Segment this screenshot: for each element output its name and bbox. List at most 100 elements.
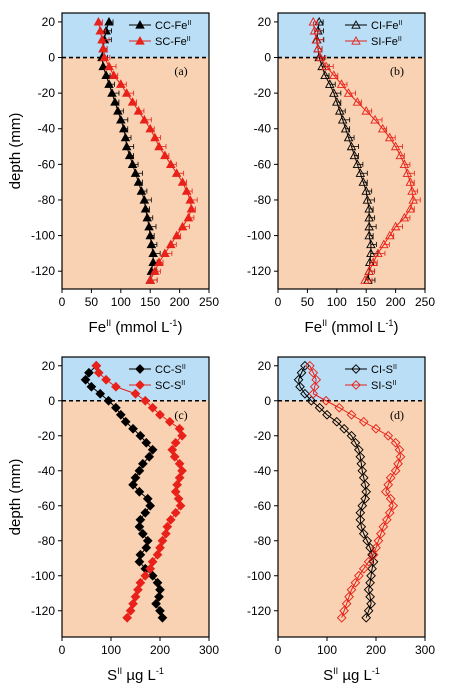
x-tick-label: 200: [150, 643, 170, 657]
data-point: [324, 79, 335, 88]
data-point: [133, 177, 144, 186]
data-point: [360, 275, 370, 284]
data-point: [171, 168, 182, 177]
data-point: [175, 500, 186, 511]
data-point: [402, 168, 413, 177]
y-tick-label: -80: [38, 534, 56, 548]
legend-label: CC-FeII: [155, 20, 191, 32]
legend-label-sup: II: [181, 380, 185, 387]
x-axis-label-sup: II: [322, 318, 327, 328]
data-point: [133, 106, 144, 115]
x-tick-label: 0: [59, 295, 66, 309]
data-point: [383, 430, 394, 441]
data-point: [135, 430, 146, 441]
data-point: [364, 230, 374, 240]
data-point: [305, 360, 315, 371]
data-point: [346, 584, 357, 595]
data-point: [140, 203, 151, 213]
data-point: [141, 542, 152, 553]
legend-label-main: CC-Fe: [155, 20, 187, 32]
x-tick-label: 100: [101, 643, 121, 657]
data-point: [174, 458, 185, 469]
data-point: [339, 423, 349, 434]
data-point: [364, 212, 374, 222]
data-point: [84, 367, 94, 378]
x-tick-label: 0: [275, 295, 282, 309]
data-point: [113, 106, 123, 115]
data-point: [352, 97, 363, 106]
data-point: [300, 388, 310, 399]
x-axis-label-part: µg L: [338, 667, 372, 684]
y-tick-label: -120: [247, 604, 271, 618]
data-point: [358, 177, 369, 186]
data-point: [364, 203, 374, 213]
data-point: [340, 123, 351, 133]
data-point: [124, 150, 135, 160]
x-axis-label-sup: -1: [385, 318, 393, 328]
data-point: [146, 239, 157, 249]
data-point: [151, 598, 161, 609]
data-point: [331, 416, 342, 427]
data-point: [174, 423, 185, 434]
x-axis-label-part: Fe: [89, 319, 107, 336]
legend-marker: [351, 364, 361, 374]
x-axis-label-sup: II: [117, 666, 122, 676]
data-point: [152, 577, 163, 588]
x-tick-label: 250: [415, 295, 435, 309]
data-point: [346, 409, 357, 420]
x-axis-label-part: S: [107, 667, 117, 684]
data-point: [355, 507, 366, 518]
data-point: [166, 239, 176, 249]
data-point: [341, 598, 352, 609]
x-axis-label: FeII (mmol L-1): [305, 318, 399, 336]
data-point: [148, 248, 158, 258]
data-point: [144, 221, 154, 231]
panel-1: 0 50 100 150 200 250200-20-40-60-80-100-120Fe…: [247, 12, 435, 336]
data-point: [169, 451, 180, 462]
plot-frame: [61, 356, 210, 638]
legend-marker: [351, 20, 361, 29]
data-point: [381, 514, 392, 525]
x-tick-label: 150: [356, 295, 376, 309]
series-0: [293, 360, 379, 623]
data-point: [379, 239, 389, 249]
data-point: [154, 591, 164, 602]
data-point: [329, 70, 339, 79]
data-point: [134, 465, 145, 476]
y-tick-label: -80: [38, 193, 56, 207]
data-point: [390, 141, 401, 151]
data-point: [320, 70, 330, 79]
legend-label-sup: II: [393, 364, 397, 371]
data-point: [145, 123, 155, 133]
y-tick-label: 0: [264, 51, 271, 65]
data-point: [107, 88, 117, 97]
data-point: [329, 88, 339, 97]
data-point: [141, 437, 152, 448]
data-point: [127, 97, 138, 106]
y-axis-label: depth (mm): [7, 113, 24, 190]
y-tick-label: -20: [254, 429, 272, 443]
data-point: [161, 528, 171, 539]
panel-label: (d): [390, 408, 404, 422]
x-axis-label-part: S: [323, 667, 333, 684]
legend-label: CI-FeII: [371, 20, 402, 32]
data-point: [362, 195, 373, 204]
data-point: [142, 212, 153, 222]
x-tick-label: 100: [317, 643, 337, 657]
data-point: [346, 141, 357, 151]
data-point: [360, 493, 371, 504]
y-tick-label: 0: [48, 51, 55, 65]
data-point: [363, 605, 374, 616]
data-point: [104, 16, 114, 26]
y-tick-label: -20: [254, 86, 272, 100]
data-point: [111, 381, 121, 392]
data-point: [98, 61, 108, 71]
legend-label-sup: II: [392, 380, 396, 387]
y-tick-label: 0: [48, 394, 55, 408]
legend-label: SC-FeII: [155, 36, 191, 48]
data-point: [388, 500, 398, 511]
data-point: [128, 598, 138, 609]
legend-label-main: CI-Fe: [371, 20, 399, 32]
data-point: [339, 605, 349, 616]
legend-label: SC-SII: [155, 380, 185, 392]
